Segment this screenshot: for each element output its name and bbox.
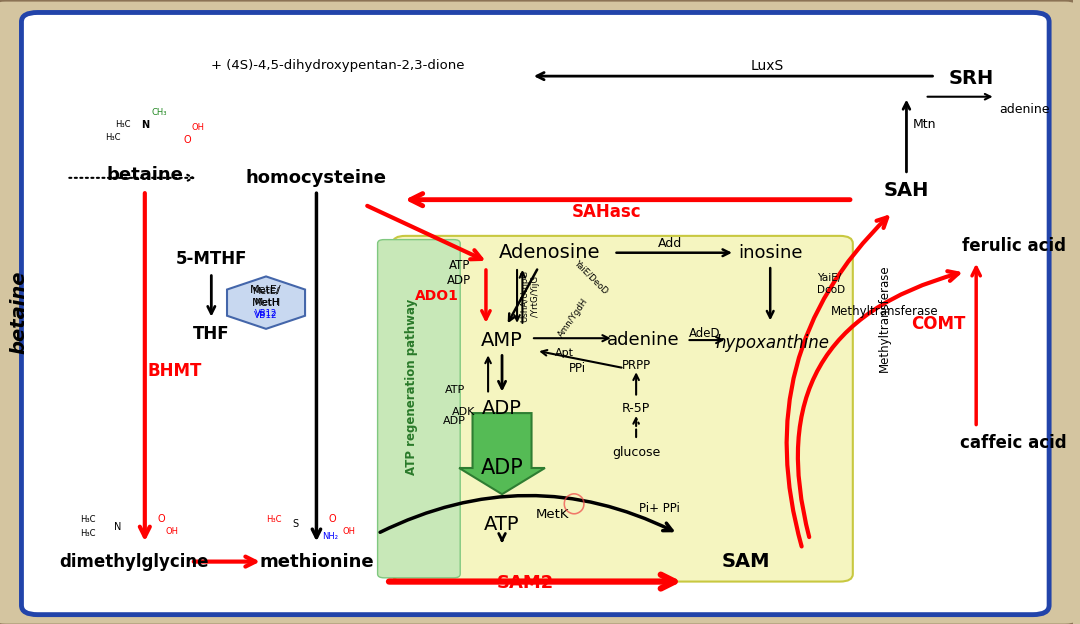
Text: Methyltransferase: Methyltransferase [877,265,890,372]
Text: dimethylglycine: dimethylglycine [59,553,208,570]
Text: MetE/: MetE/ [253,287,280,296]
Text: OH: OH [192,124,205,132]
Text: homocysteine: homocysteine [246,169,387,187]
Text: hypoxanthine: hypoxanthine [715,334,829,352]
Text: betaine: betaine [107,166,184,183]
Text: Mtn: Mtn [913,119,936,131]
Text: Apt: Apt [555,348,573,358]
FancyBboxPatch shape [378,240,460,578]
Text: H₃C: H₃C [116,120,131,129]
Text: + (4S)-4,5-dihydroxypentan-2,3-dione: + (4S)-4,5-dihydroxypentan-2,3-dione [212,59,464,72]
Text: PPi: PPi [568,362,585,374]
Text: MetE/: MetE/ [251,285,282,295]
Text: VB12: VB12 [254,311,278,319]
Text: MetH: MetH [252,298,281,308]
Text: ATP: ATP [448,259,470,271]
Text: Pi+ PPi: Pi+ PPi [639,502,680,515]
Text: ferulic acid: ferulic acid [961,238,1066,255]
Text: O: O [157,514,165,524]
Text: N: N [140,120,149,130]
Text: glucose: glucose [612,446,660,459]
Text: PRPP: PRPP [622,359,650,371]
Text: ADP: ADP [481,458,524,478]
Text: SRH: SRH [948,69,994,87]
Text: ○: ○ [562,489,586,516]
Text: UshA/UmpG
/YrtG/YijG: UshA/UmpG /YrtG/YijG [521,270,540,323]
Text: COMT: COMT [912,316,966,333]
Text: caffeic acid: caffeic acid [960,434,1067,452]
Text: VB12: VB12 [255,309,278,318]
Text: ATP regeneration pathway: ATP regeneration pathway [405,299,418,475]
Text: YaiE/DeoD: YaiE/DeoD [573,259,611,296]
Text: YaiE/
DcoD: YaiE/ DcoD [818,273,846,295]
Text: ATP: ATP [484,515,519,534]
Text: adenine: adenine [607,331,680,349]
Text: betaine: betaine [10,270,29,354]
Text: S: S [292,519,298,529]
Text: THF: THF [193,325,230,343]
Text: AdeD: AdeD [689,328,720,340]
Text: Add: Add [659,237,683,250]
Text: ATP: ATP [445,385,465,395]
Text: inosine: inosine [738,244,802,261]
Text: H₃C: H₃C [266,515,281,524]
Text: SAM: SAM [721,552,770,571]
Text: O: O [184,135,191,145]
Text: ADK: ADK [451,407,475,417]
Text: CH₃: CH₃ [151,108,166,117]
Text: MetH: MetH [254,298,279,306]
Text: SAM2: SAM2 [497,575,554,592]
Text: Adenosine: Adenosine [499,243,600,262]
Text: BHMT: BHMT [148,363,202,380]
Text: 5-MTHF: 5-MTHF [176,250,247,268]
Text: R-5P: R-5P [622,402,650,415]
Text: MetK: MetK [536,509,569,521]
Text: H₃C: H₃C [105,133,120,142]
Text: O: O [328,514,336,524]
Text: Methyltransferase: Methyltransferase [832,306,939,318]
Text: OH: OH [165,527,178,536]
Text: NH₂: NH₂ [322,532,338,540]
Text: SAHasc: SAHasc [571,203,640,221]
FancyArrow shape [459,413,545,494]
Text: ADP: ADP [444,416,467,426]
FancyBboxPatch shape [393,236,853,582]
FancyBboxPatch shape [22,12,1049,615]
Text: ADP: ADP [447,275,471,287]
Text: H₃C: H₃C [80,515,96,524]
Text: LuxS: LuxS [751,59,784,72]
Text: adenine: adenine [999,103,1050,115]
Text: ADP: ADP [482,399,522,418]
Text: N: N [114,522,122,532]
Text: SAH: SAH [883,181,929,200]
Text: methionine: methionine [259,553,374,570]
Text: Amn/YgdH: Amn/YgdH [556,297,590,339]
Text: H₃C: H₃C [80,529,96,538]
Text: AMP: AMP [482,331,523,349]
Text: OH: OH [342,527,355,536]
Text: ADO1: ADO1 [415,290,459,303]
